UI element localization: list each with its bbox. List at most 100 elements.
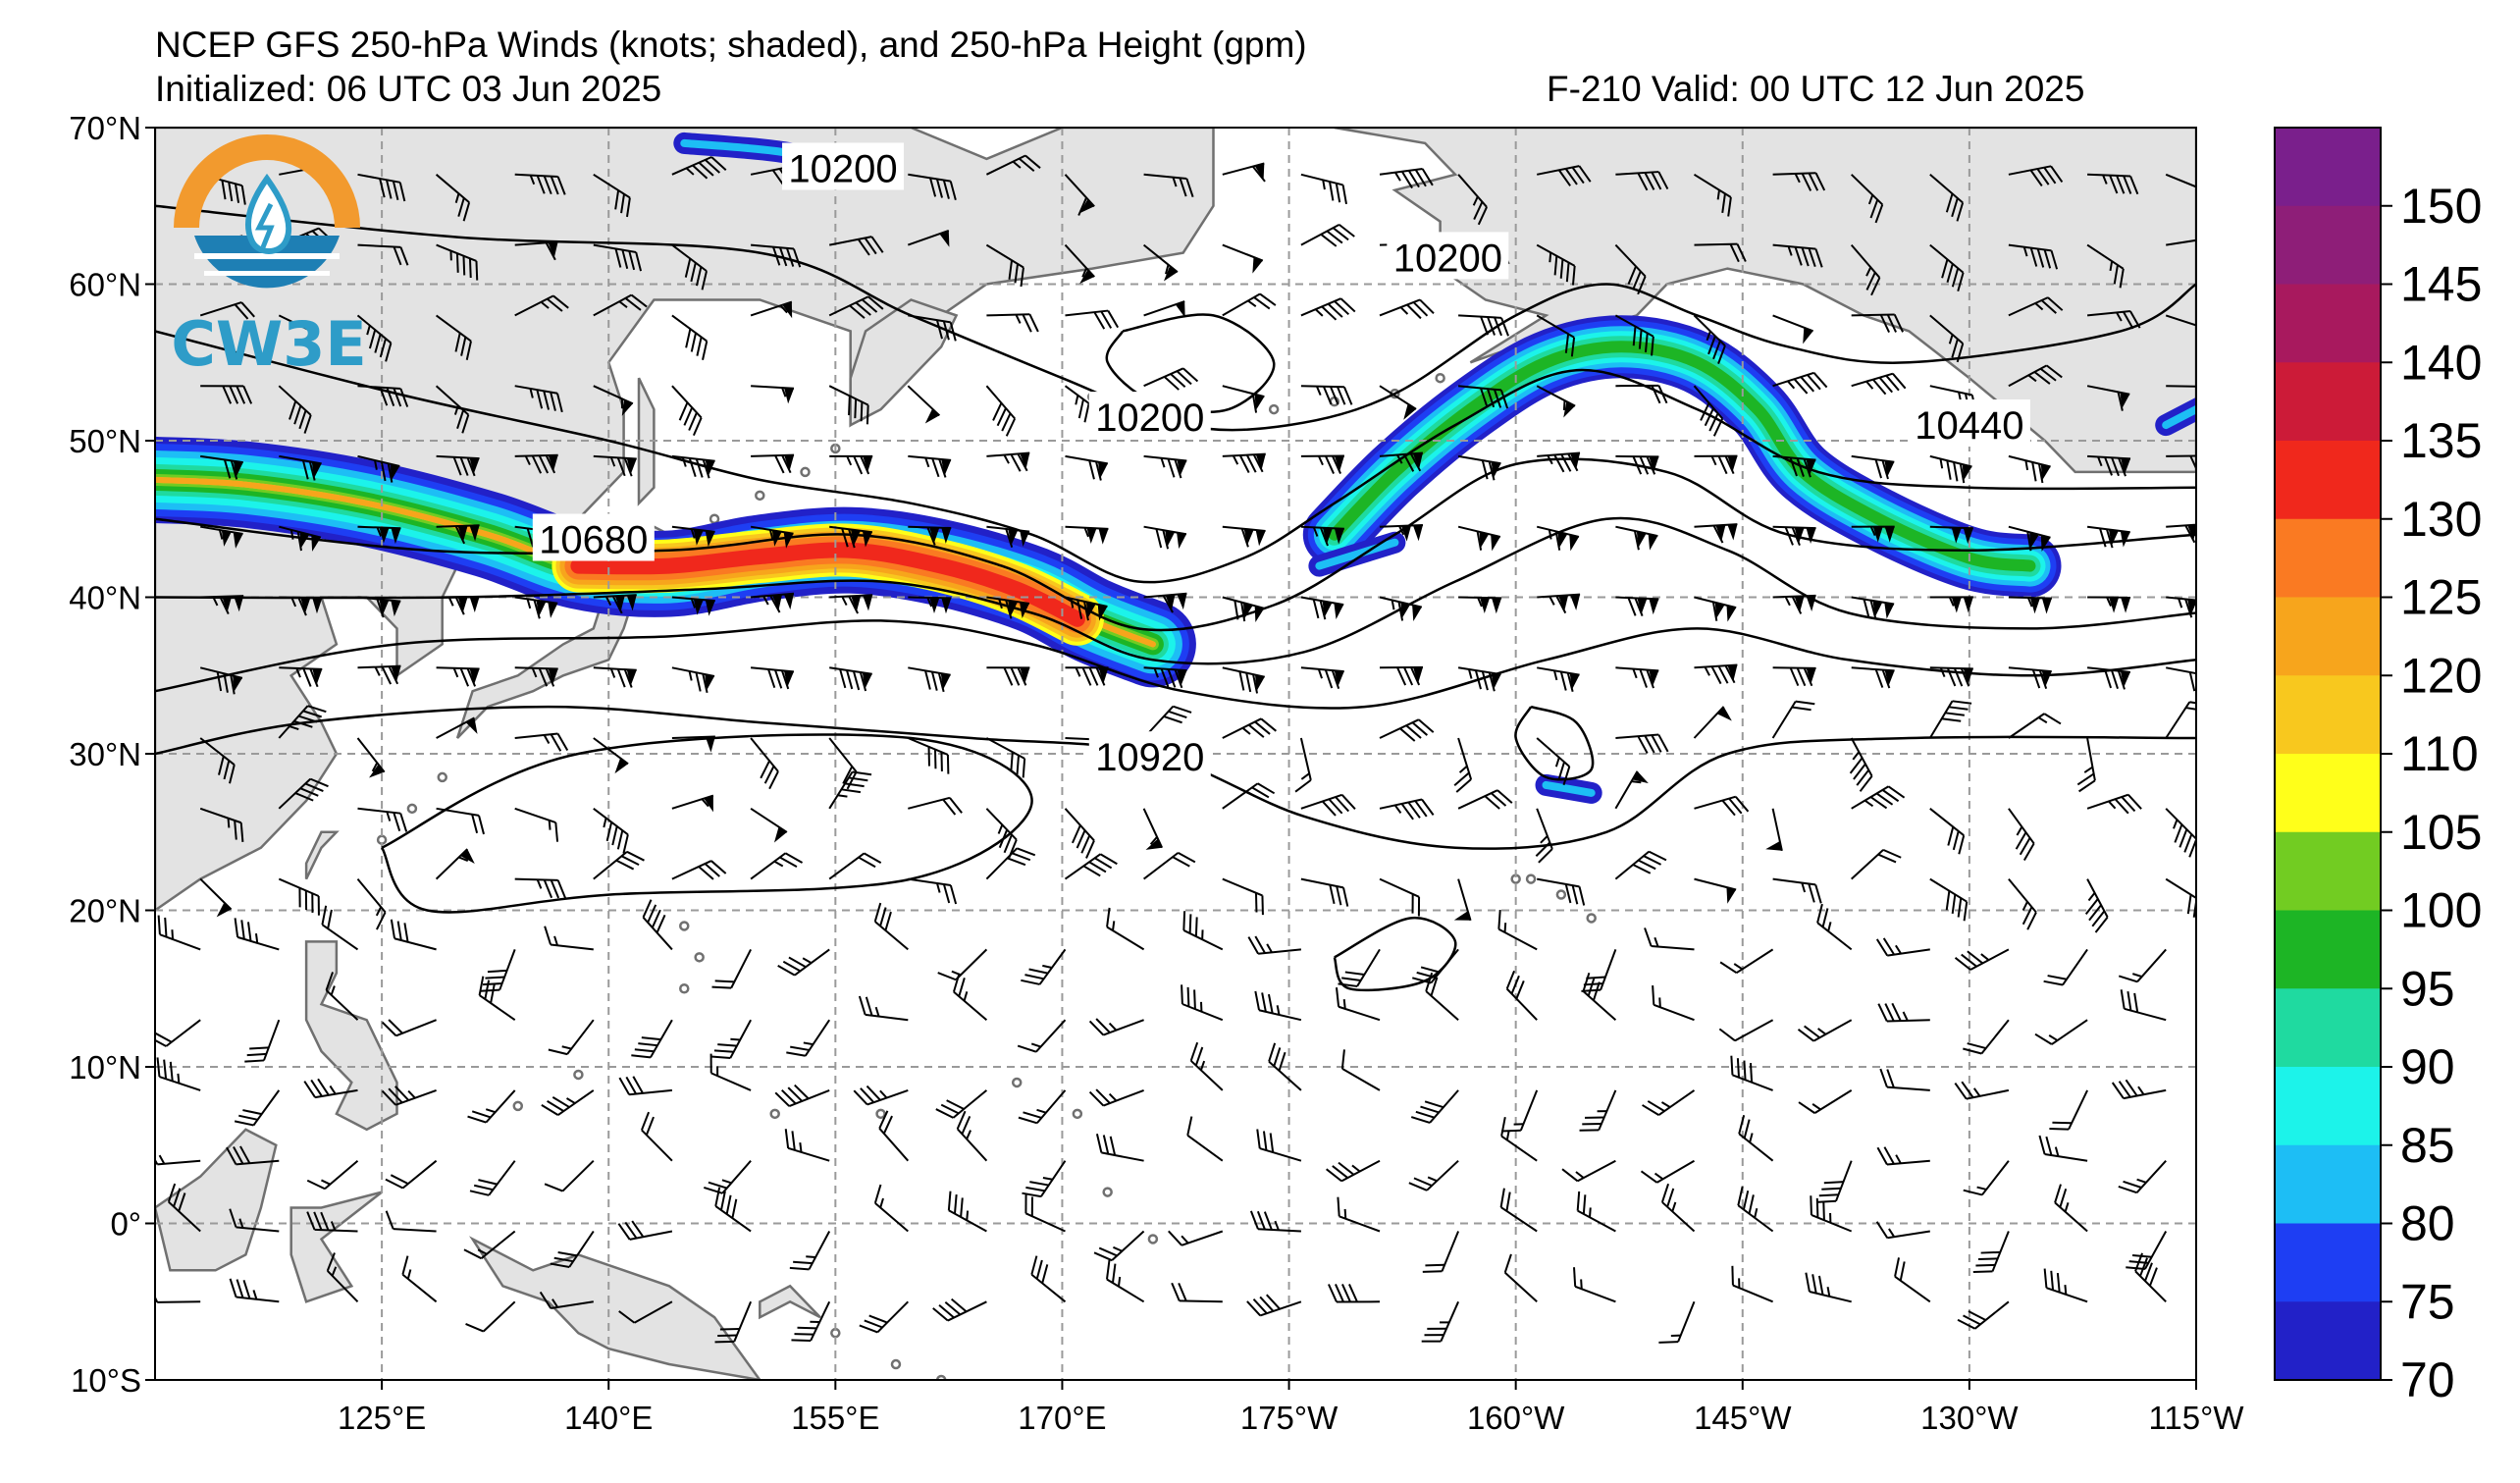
wind-barb [1182,911,1224,951]
wind-barb [1810,1195,1853,1233]
wind-barb [986,666,1030,686]
wind-barb [751,453,795,474]
jet-core [570,542,1085,627]
wind-barb [465,1300,516,1333]
wind-barb [828,737,858,790]
height-contour [155,516,2196,665]
wind-barb [2008,666,2052,690]
wind-barb [952,973,988,1021]
wind-barb [2087,310,2141,330]
wind-barb [986,525,1030,548]
island-icon [935,1374,947,1380]
height-contours [155,204,2196,992]
island-icon [573,1069,584,1081]
island-icon [512,1100,524,1112]
wind-barb [229,1208,280,1233]
wind-barb [1379,451,1423,472]
wind-barb [2008,713,2062,739]
wind-barb [1929,877,1969,922]
wind-barb [1851,372,1907,396]
height-contour [155,619,2196,710]
wind-barb [1335,987,1381,1022]
wind-barb [1300,596,1344,620]
wind-barb [278,314,319,346]
wind-barb [469,1160,516,1196]
wind-barb [932,1298,987,1322]
wind-barb [618,1076,672,1096]
wind-barb [357,525,401,545]
wind-barb [986,596,1030,619]
wind-barb [1963,1160,2010,1196]
wind-barb [1582,972,1617,1021]
wind-barb [1458,596,1502,614]
wind-barb [1877,1002,1930,1023]
colorbar-label: 110 [2400,726,2479,781]
wind-barb [751,592,795,613]
wind-barb [1499,1188,1538,1233]
wind-barb [1536,314,1576,357]
lon-label: 175°W [1240,1400,1339,1436]
jet-patch-core [1315,538,1399,570]
wind-barb [1457,174,1488,226]
wind-barb [478,976,516,1022]
wind-barb [514,240,558,261]
contour-labels: 10200 10200 10200 10680 10920 10440 [532,142,2030,779]
wind-barb [1536,385,1576,418]
wind-barb [2165,701,2196,739]
wind-barb [1694,523,1738,544]
island-icon [769,1108,780,1120]
wind-barb [593,385,634,416]
wind-barb [908,454,952,478]
colorbar-label: 95 [2400,961,2455,1016]
wind-barb [1851,666,1895,689]
wind-barb [1065,596,1108,621]
wind-barb [784,1129,830,1162]
contour-label: 10200 [1095,397,1204,440]
island-icon [1072,1108,1083,1120]
wind-barb [1143,300,1185,318]
wind-barb [1694,663,1738,685]
wind-barb [935,1089,988,1119]
wind-barb [1929,525,1973,545]
colorbar-swatch [2275,205,2381,285]
wind-barb [2166,596,2196,618]
wind-barb [1615,666,1659,689]
colorbar: 150 145 140 135 130 125 120 110 105 100 95 90 85 80 75… [2274,127,2482,1407]
wind-barb [514,732,569,752]
wind-barb [385,1159,438,1190]
wind-barb [671,314,709,360]
wind-barb [199,173,246,205]
colorbar-label: 140 [2400,335,2482,390]
wind-barb [908,796,963,816]
wind-barb [200,525,243,549]
wind-barb [1851,785,1906,810]
wind-barb [167,1183,201,1233]
wind-barb [1615,596,1659,617]
wind-barb [671,525,715,548]
colorbar-label: 75 [2400,1274,2455,1329]
wind-barb [356,877,387,930]
lon-label: 115°W [2149,1400,2245,1436]
wind-barb [2043,948,2088,986]
wind-barb [786,1019,831,1057]
colorbar-swatch [2275,1223,2381,1302]
wind-barb [671,385,703,437]
wind-barb [1772,454,1816,478]
wind-barb [878,1110,910,1162]
wind-barb [1421,1300,1460,1343]
wind-barb [436,807,485,835]
wind-barb [1064,808,1095,859]
wind-barb [859,1300,910,1334]
height-contour [155,705,2196,850]
wind-barb [436,243,479,281]
wind-barb [1222,525,1266,548]
closed-contour [381,733,1033,914]
asia-land [155,128,1215,913]
wind-barb [1694,795,1750,817]
contour-label-bg [1088,392,1211,440]
wind-barb [1875,937,1930,957]
wind-barb [2087,173,2139,195]
wind-barb [157,915,201,951]
gridlines [155,128,2196,1380]
wind-barb [1579,1089,1617,1132]
